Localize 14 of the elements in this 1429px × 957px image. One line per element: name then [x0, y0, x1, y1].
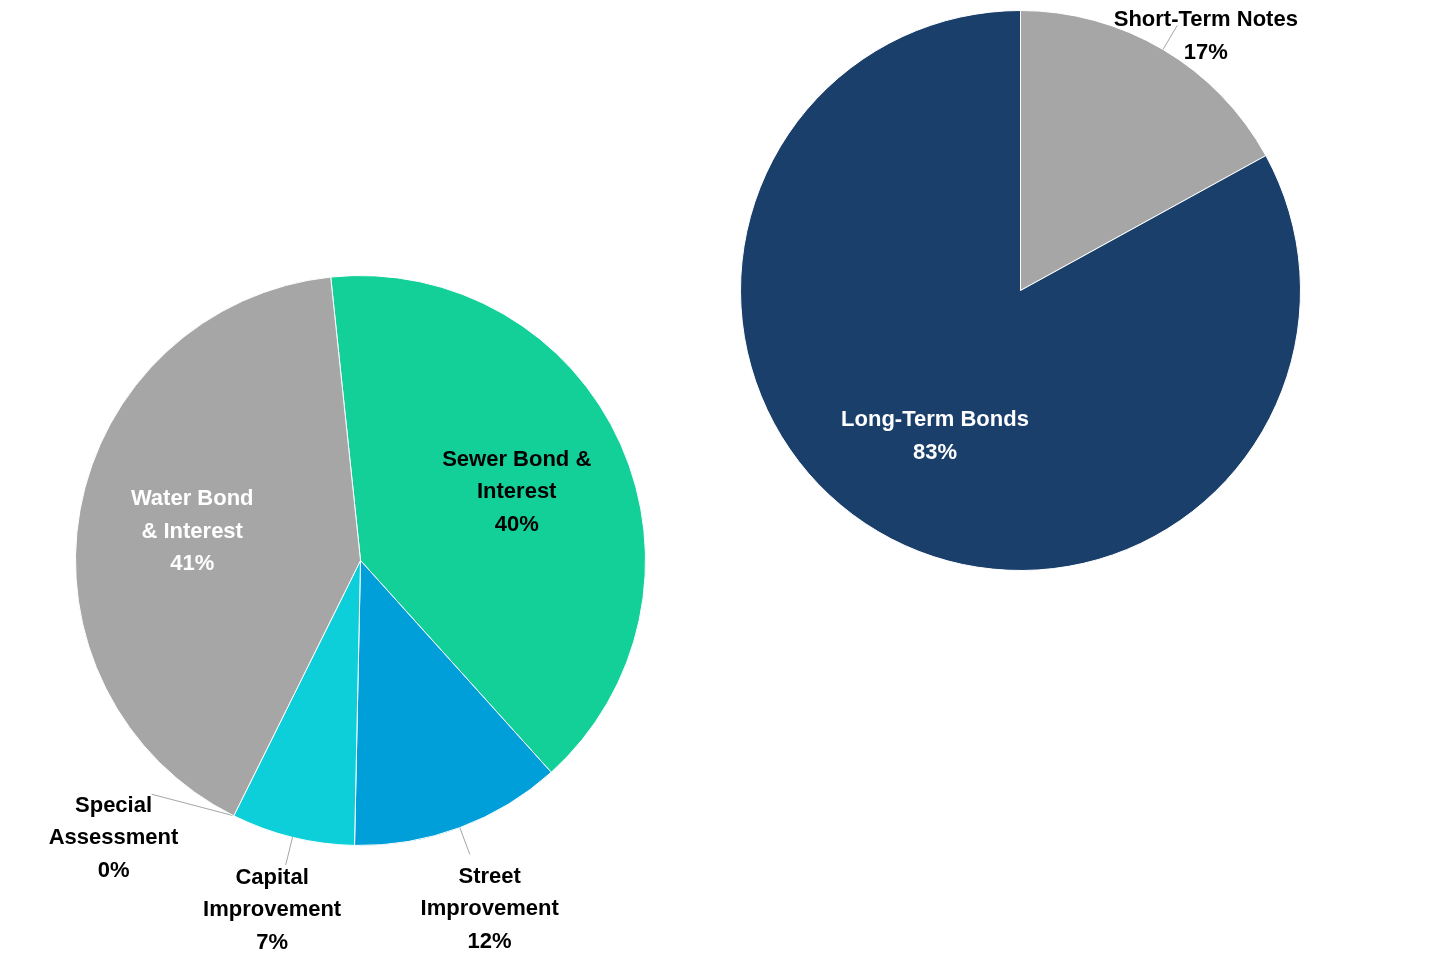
slice-label: Capital Improvement — [203, 863, 342, 922]
data-label: 17% — [1183, 38, 1228, 64]
slice-label: Water Bond & Interest — [130, 485, 254, 543]
data-label: 12% — [467, 927, 512, 953]
data-label: 40% — [494, 510, 539, 536]
data-label: 83% — [912, 438, 958, 464]
slice-label: Street Improvement — [420, 862, 560, 921]
data-label: 7% — [256, 928, 289, 954]
text: 0% — [97, 856, 130, 882]
data-label: 41% — [170, 550, 215, 576]
slice-label: Sewer Bond & Interest — [442, 445, 592, 504]
slice-label: Long-Term Bonds — [841, 406, 1029, 432]
slice-label: Short-Term Notes — [1113, 6, 1298, 32]
category-label: Special Assessment — [48, 791, 179, 850]
